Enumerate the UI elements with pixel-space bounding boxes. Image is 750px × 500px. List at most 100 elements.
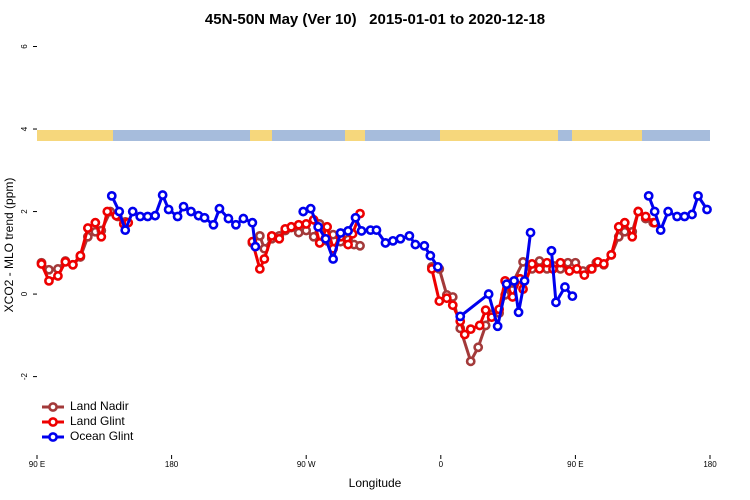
data-point [693,190,703,201]
x-tick-label: 90 E [567,460,583,469]
data-point [214,203,225,214]
data-point [465,324,476,335]
land-band [345,130,365,141]
data-point [571,264,582,274]
data-point [250,241,261,252]
data-point [395,233,406,244]
data-point [534,264,545,274]
data-point [293,227,304,238]
data-point [380,238,391,248]
data-point [231,219,241,230]
data-point [643,190,654,201]
data-point [223,213,234,224]
y-tick-label: 4 [20,126,29,131]
data-point [355,240,365,251]
data-point [322,221,333,232]
data-point [492,321,503,332]
data-point [480,305,491,316]
data-point [606,249,617,260]
data-point [36,259,47,269]
data-point [150,210,161,221]
data-point [90,217,101,228]
data-point [335,228,346,238]
data-point [542,257,552,268]
data-point [474,320,485,331]
land-band [250,130,272,141]
data-point [655,225,666,236]
data-point [60,256,71,267]
data-point [459,329,470,340]
data-point [356,226,367,236]
data-point [447,300,458,311]
data-point [343,226,353,236]
data-point [114,206,125,217]
x-axis-label: Longitude [349,476,402,490]
x-tick-label: 90 E [29,460,45,469]
data-point [266,230,277,241]
data-point [465,356,476,367]
data-point [199,212,210,223]
legend-label: Ocean Glint [70,429,134,443]
data-point [320,233,331,244]
data-point [96,231,107,242]
data-point [293,219,304,230]
ocean-band [37,130,710,141]
data-point [432,261,443,272]
legend-marker [48,402,58,412]
y-axis-label: XCO2 - MLO trend (ppm) [2,178,16,313]
y-tick-label: -2 [20,373,29,381]
data-point [328,254,339,264]
land-band [440,130,558,141]
x-tick-label: 180 [165,460,179,469]
data-point [640,211,651,222]
data-point [259,254,270,264]
data-point [106,190,117,201]
data-point [598,259,609,269]
y-tick-label: 2 [20,209,29,214]
data-point [178,201,189,212]
data-point [102,206,113,217]
data-point [208,219,219,230]
data-point [163,204,174,215]
data-point [186,206,196,217]
data-point [425,250,436,261]
data-point [527,259,537,269]
data-point [254,264,265,274]
data-point [441,293,452,304]
data-point [274,233,285,244]
legend-marker [48,417,58,427]
data-point [247,217,258,228]
data-point [702,204,712,215]
data-point [672,211,682,222]
data-point [509,275,519,286]
data-point [298,206,309,217]
x-tick-label: 180 [703,460,717,469]
data-point [82,223,93,233]
data-point [135,211,146,222]
data-point [586,264,597,274]
data-point [157,190,168,200]
data-point [172,211,183,222]
data-point [560,282,570,292]
series-line [549,250,574,308]
data-point [343,239,353,250]
data-point [513,307,524,318]
data-point [142,211,153,222]
data-point [679,211,690,222]
data-point [410,239,421,250]
land-band [37,130,113,141]
data-point [75,250,86,261]
data-point [649,206,660,217]
data-point [546,245,557,256]
x-tick-label: 0 [439,460,444,469]
map-strip [37,130,710,141]
data-point [567,291,578,302]
chart-title: 45N-50N May (Ver 10) 2015-01-01 to 2020-… [205,11,545,28]
data-point [301,219,312,229]
data-point [455,311,466,322]
data-point [551,297,561,308]
data-point [286,221,297,232]
data-point [483,289,494,299]
data-point [67,259,78,270]
